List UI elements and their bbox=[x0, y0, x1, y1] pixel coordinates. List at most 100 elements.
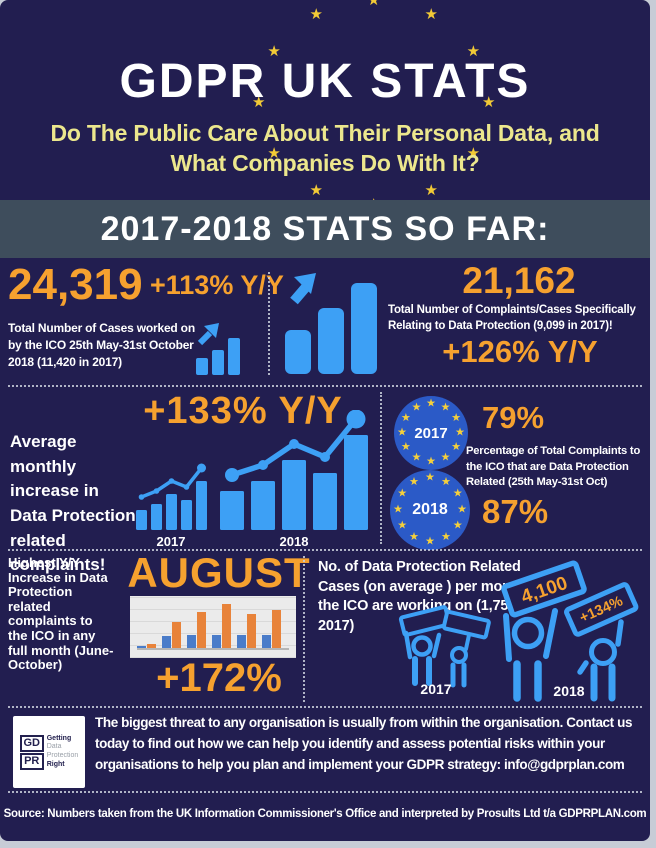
eu-badge-star-icon: ★ bbox=[426, 456, 436, 467]
aug-bar-group bbox=[237, 614, 256, 648]
pct-2017: 79% bbox=[482, 400, 545, 435]
divider-horizontal-4 bbox=[8, 791, 642, 793]
contact-text: The biggest threat to any organisation i… bbox=[95, 715, 633, 772]
chart-trend-dot bbox=[138, 494, 145, 500]
chart-trend-dot bbox=[258, 460, 268, 470]
aug-bar-group bbox=[137, 644, 156, 648]
chart-year-2018: 2018 bbox=[280, 534, 309, 549]
aug-bar-group bbox=[162, 622, 181, 648]
eu-badge-star-icon: ★ bbox=[453, 520, 462, 531]
aug-bar-2017 bbox=[262, 635, 271, 648]
eu-badge-star-icon: ★ bbox=[398, 520, 407, 531]
chart-bar bbox=[181, 500, 192, 530]
aug-bar-2018 bbox=[197, 612, 206, 648]
eu-star-icon: ★ bbox=[267, 145, 281, 162]
eu-star-icon: ★ bbox=[466, 43, 481, 60]
divider-vertical-1 bbox=[268, 272, 270, 375]
chart-bar bbox=[166, 494, 177, 530]
eu-badge-star-icon: ★ bbox=[451, 441, 461, 453]
eu-badge-star-icon: ★ bbox=[425, 472, 435, 483]
total-cases-yoy: +113% Y/Y bbox=[150, 270, 284, 300]
eu-badge-star-icon: ★ bbox=[401, 412, 411, 424]
eu-badge-star-icon: ★ bbox=[409, 531, 419, 543]
divider-horizontal-3 bbox=[8, 706, 642, 708]
chart-year-2017: 2017 bbox=[157, 534, 186, 549]
eu-badge-star-icon: ★ bbox=[412, 401, 421, 413]
eu-star-icon: ★ bbox=[482, 94, 496, 111]
august-label: AUGUST bbox=[127, 549, 311, 596]
eu-badge-star-icon: ★ bbox=[398, 488, 407, 499]
eu-badge-star-icon: ★ bbox=[457, 504, 467, 515]
eu-badge-star-icon: ★ bbox=[409, 476, 419, 488]
aug-bar-group bbox=[262, 610, 281, 648]
figures-year-2018: 2018 bbox=[553, 683, 584, 699]
eu-badge-star-icon: ★ bbox=[426, 398, 436, 409]
gdpr-logo-tagline: Getting Data Protection Right bbox=[46, 734, 79, 768]
monthly-increase-yoy: +133% Y/Y bbox=[143, 390, 343, 432]
chart-bar bbox=[196, 481, 207, 530]
divider-vertical-2 bbox=[380, 392, 382, 544]
eu-badge-star-icon: ★ bbox=[412, 452, 421, 464]
eu-star-icon: ★ bbox=[466, 145, 481, 162]
monthly-increase-desc: Average monthly increase in Data Protect… bbox=[10, 432, 136, 575]
logo-gd: GD bbox=[19, 734, 44, 752]
dp-complaints-value: 21,162 bbox=[462, 260, 576, 301]
person-head-icon bbox=[511, 616, 545, 650]
eu-badge-star-icon: ★ bbox=[441, 452, 450, 464]
chart-trend-dot bbox=[225, 468, 239, 482]
total-cases-value: 24,319 bbox=[8, 260, 143, 309]
logo-pr: PR bbox=[19, 752, 44, 770]
chart-bar bbox=[344, 435, 368, 530]
eu-badge-star-icon: ★ bbox=[441, 476, 451, 488]
august-pct: +172% bbox=[156, 656, 282, 700]
gdpr-logo-letters: GD PR bbox=[19, 734, 44, 770]
eu-badge-star-icon: ★ bbox=[397, 427, 407, 438]
dp-complaints-desc: Total Number of Complaints/Cases Specifi… bbox=[388, 304, 636, 332]
person-head-icon bbox=[411, 635, 433, 657]
aug-bar-2018 bbox=[147, 644, 156, 648]
divider-vertical-3 bbox=[303, 556, 305, 702]
pct-desc: Percentage of Total Complaints to the IC… bbox=[466, 445, 641, 489]
eu-badge-star-icon: ★ bbox=[455, 427, 465, 438]
eu-badge-star-icon: ★ bbox=[441, 531, 451, 543]
page-subtitle: Do The Public Care About Their Personal … bbox=[0, 118, 650, 179]
eu-star-icon: ★ bbox=[309, 5, 323, 23]
dp-complaints-yoy: +126% Y/Y bbox=[442, 334, 598, 369]
aug-bar-2017 bbox=[187, 635, 196, 648]
divider-horizontal-1 bbox=[8, 385, 642, 387]
aug-bar-2018 bbox=[172, 622, 181, 648]
bar-chart-growth-icon-large bbox=[285, 273, 377, 374]
aug-bar-2017 bbox=[137, 646, 146, 648]
eu-badge-star-icon: ★ bbox=[453, 488, 462, 499]
chart-bar bbox=[313, 473, 337, 530]
eu-stars-ring: ★★★★★★★★★★★★ bbox=[0, 0, 650, 230]
aug-bar-2017 bbox=[212, 635, 221, 648]
chart-trend-dot bbox=[320, 452, 330, 462]
protesters-illustration: 4,100 +134% 2017 2018 bbox=[398, 560, 639, 702]
august-desc: Highest Y/Y Increase in Data Protection … bbox=[8, 555, 114, 673]
aug-bar-2018 bbox=[247, 614, 256, 648]
aug-bar-group bbox=[212, 604, 231, 648]
chart-trend-dot bbox=[183, 484, 190, 490]
figures-year-2017: 2017 bbox=[420, 681, 451, 697]
page-title: GDPR UK STATS bbox=[119, 55, 531, 108]
subtitle-line-2: What Companies Do With It? bbox=[170, 150, 480, 177]
chart-trend-dot bbox=[289, 439, 299, 449]
chart-bar bbox=[220, 491, 244, 530]
monthly-complaints-chart: 2017 2018 bbox=[136, 410, 368, 549]
eu-badge-2018: 2018 ★ ★ ★ ★ ★ ★ ★ ★ ★ ★ ★ ★ bbox=[390, 470, 470, 550]
eu-star-icon: ★ bbox=[267, 43, 281, 60]
badge-2018-year: 2018 bbox=[412, 501, 448, 518]
stats-band-title: 2017-2018 STATS SO FAR: bbox=[100, 209, 550, 248]
chart-bar bbox=[251, 481, 275, 530]
eu-badge-2017: 2017 ★ ★ ★ ★ ★ ★ ★ ★ ★ ★ ★ ★ bbox=[394, 396, 468, 470]
pct-2018: 87% bbox=[482, 493, 549, 530]
sign-134pct-icon bbox=[564, 582, 639, 637]
chart-bar bbox=[136, 510, 147, 530]
eu-star-icon: ★ bbox=[252, 94, 266, 111]
aug-bar-2018 bbox=[272, 610, 281, 648]
aug-bar-2017 bbox=[162, 636, 171, 648]
subtitle-line-1: Do The Public Care About Their Personal … bbox=[50, 120, 600, 146]
